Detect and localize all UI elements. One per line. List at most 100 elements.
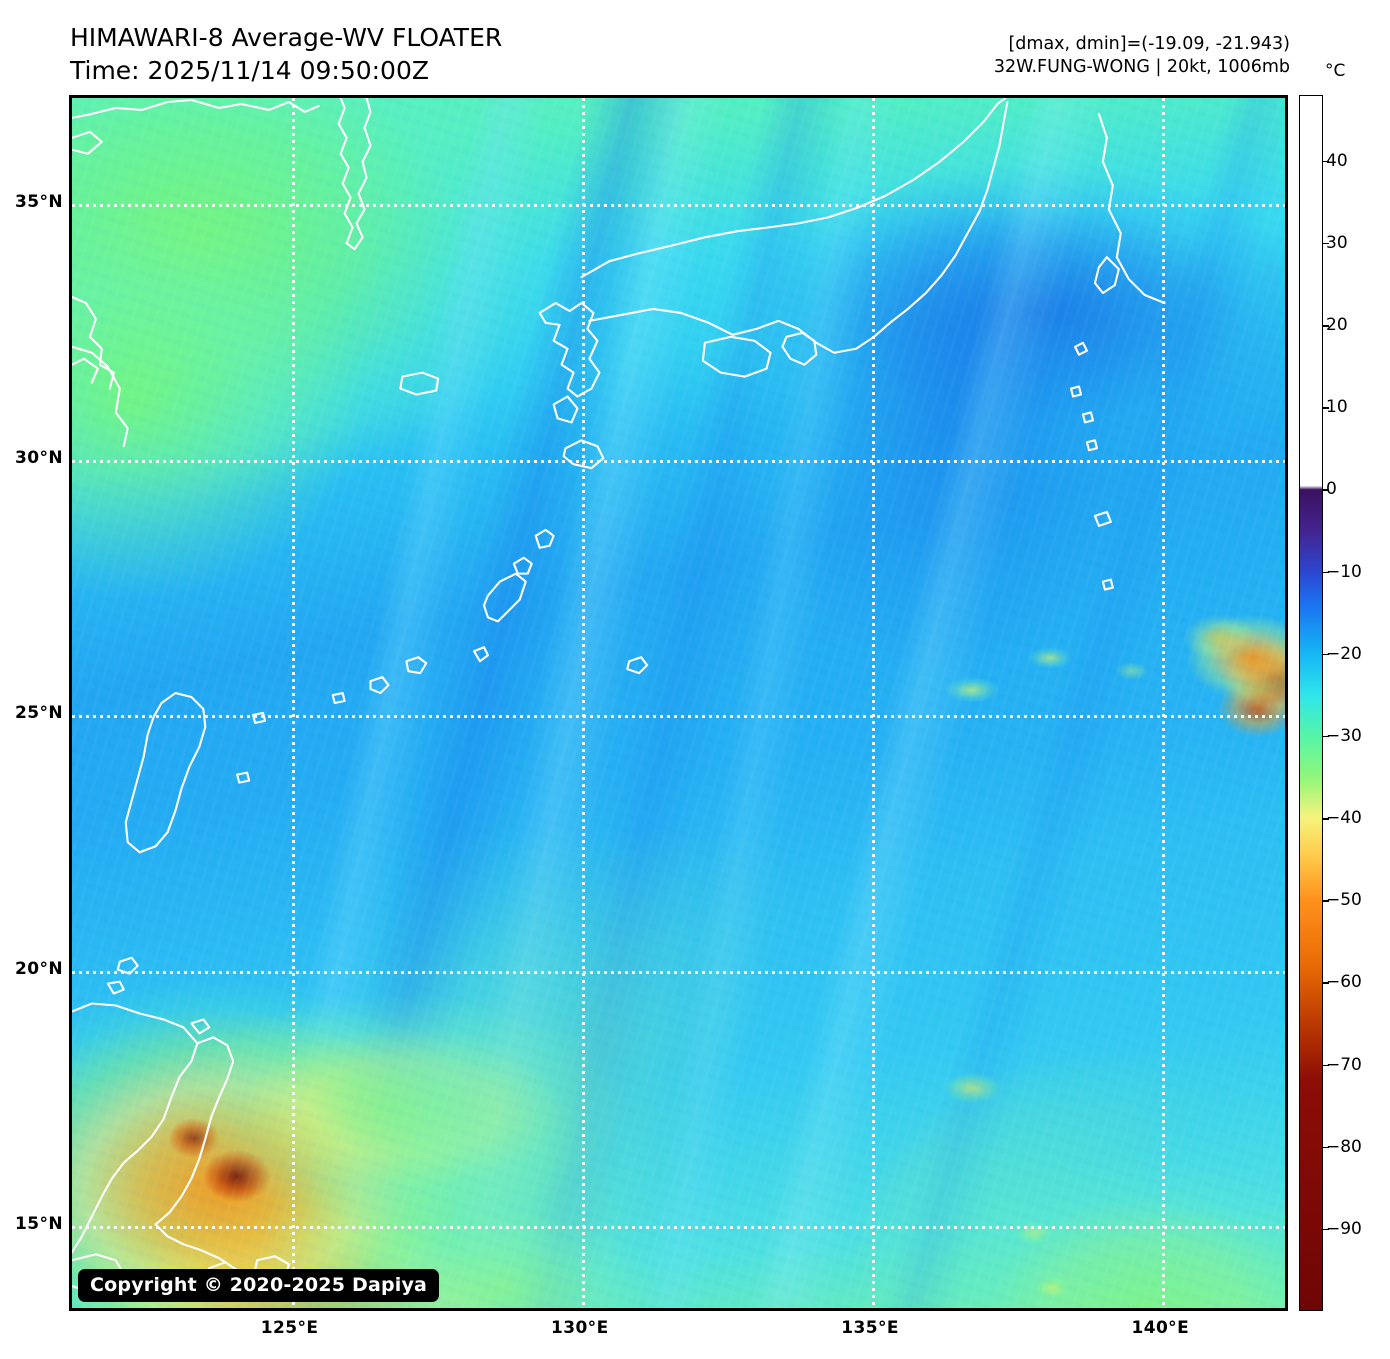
colorbar-gradient xyxy=(1300,96,1322,1310)
colorbar-tick-mark xyxy=(1323,735,1329,738)
coastline-honshu-south xyxy=(588,100,1009,354)
coastline-ryukyu-1 xyxy=(534,528,555,549)
gridline-lat-15 xyxy=(72,1226,1285,1230)
metadata-block: [dmax, dmin]=(-19.09, -21.943) 32W.FUNG-… xyxy=(994,33,1290,79)
colorbar-tick-mark xyxy=(1323,1064,1329,1067)
colorbar-tick-mark xyxy=(1323,242,1329,245)
timestamp-label: Time: 2025/11/14 09:50:00Z xyxy=(70,55,429,85)
colorbar-tick-mark xyxy=(1323,325,1329,327)
coastline-honshu-east xyxy=(1097,112,1166,305)
cbtick-m10: −10 xyxy=(1326,561,1362,582)
colorbar-tick-mark xyxy=(1323,900,1329,902)
dmax-dmin-label: [dmax, dmin]=(-19.09, -21.943) xyxy=(1008,34,1290,54)
xtick-130e: 130°E xyxy=(550,1318,609,1338)
satellite-image-plot[interactable]: Copyright © 2020-2025 Dapiya xyxy=(69,95,1288,1311)
ytick-35n: 35°N xyxy=(15,192,63,213)
cbtick-m30: −30 xyxy=(1326,725,1362,746)
coastline-izu-1 xyxy=(1073,341,1089,356)
cbtick-m20: −20 xyxy=(1326,643,1362,664)
coastline-izu-3 xyxy=(1081,411,1094,424)
xtick-125e: 125°E xyxy=(260,1318,319,1338)
cbtick-10: 10 xyxy=(1326,397,1348,418)
colorbar-unit-label: °C xyxy=(1325,61,1346,81)
wv-texture-overlay xyxy=(72,98,1285,1308)
gridline-lon-130 xyxy=(581,98,585,1308)
gridline-lat-30 xyxy=(72,459,1285,463)
coastline-china-northwest xyxy=(72,98,320,119)
coastline-china-mainland-s xyxy=(72,345,129,448)
coastline-amami xyxy=(562,439,605,470)
cbtick-m40: −40 xyxy=(1326,808,1362,828)
coastline-shikoku xyxy=(701,335,772,378)
ytick-30n: 30°N xyxy=(15,447,63,468)
colorbar-tick-mark xyxy=(1323,489,1329,491)
coastline-okinawa xyxy=(482,572,527,623)
coastline-batanes xyxy=(116,956,139,975)
coastline-kyushu-south xyxy=(552,395,579,424)
colorbar-tick-mark xyxy=(1323,1228,1329,1231)
xtick-135e: 135°E xyxy=(841,1318,899,1338)
storm-info-label: 32W.FUNG-WONG | 20kt, 1006mb xyxy=(993,57,1290,78)
gridline-lon-140 xyxy=(1162,98,1166,1308)
coastline-ryukyu-2 xyxy=(512,556,533,575)
gridline-lat-20 xyxy=(72,970,1285,974)
coastline-overlay xyxy=(72,98,1166,1294)
coastline-miyako xyxy=(405,656,428,675)
cbtick-30: 30 xyxy=(1326,232,1348,253)
coastline-izu-5 xyxy=(1093,510,1112,527)
coastline-luzon-west xyxy=(72,1002,199,1254)
colorbar-tick-mark xyxy=(1323,160,1329,163)
colorbar-tick-mark xyxy=(1323,818,1329,820)
coastline-yonaguni xyxy=(331,692,346,705)
coastline-ryukyu-3 xyxy=(472,646,489,663)
ytick-20n: 20°N xyxy=(15,958,63,979)
gridline-lon-125 xyxy=(291,98,295,1308)
colorbar[interactable] xyxy=(1299,95,1323,1311)
coastline-daito xyxy=(626,656,649,675)
coastline-honshu-west xyxy=(580,98,1007,279)
coastline-babuyan xyxy=(106,980,125,995)
cbtick-20: 20 xyxy=(1326,315,1348,336)
coastline-ishigaki xyxy=(369,676,390,695)
cbtick-m60: −60 xyxy=(1326,972,1362,993)
coastline-small-isle-1 xyxy=(252,711,267,724)
coastline-china-coast xyxy=(72,130,103,155)
cbtick-m90: −90 xyxy=(1326,1218,1362,1239)
cbtick-m80: −80 xyxy=(1326,1136,1362,1157)
page-title: HIMAWARI-8 Average-WV FLOATER xyxy=(70,23,503,52)
coastline-taiwan xyxy=(124,692,207,854)
plot-inner: Copyright © 2020-2025 Dapiya xyxy=(72,98,1285,1308)
coastline-tokyo-bay xyxy=(1093,256,1120,295)
coastline-jeju-island xyxy=(399,371,440,396)
cbtick-m50: −50 xyxy=(1326,890,1362,911)
xtick-140e: 140°E xyxy=(1131,1318,1190,1338)
coastline-izu-4 xyxy=(1085,439,1098,452)
wv-southeast-green-mass xyxy=(72,98,1285,1308)
ytick-15n: 15°N xyxy=(15,1214,63,1235)
ytick-25n: 25°N xyxy=(15,703,63,724)
coastline-small-phil xyxy=(190,1018,211,1035)
colorbar-tick-mark xyxy=(1323,1146,1329,1149)
cbtick-0: 0 xyxy=(1326,479,1337,500)
colorbar-tick-mark xyxy=(1323,653,1329,656)
coastline-kyushu xyxy=(538,301,601,398)
coastline-izu-2 xyxy=(1070,385,1083,398)
wv-south-central-band xyxy=(72,98,1285,1308)
coastline-korea xyxy=(337,98,372,251)
cbtick-40: 40 xyxy=(1326,150,1348,171)
coastline-china-se xyxy=(72,357,99,384)
coastline-izu-6 xyxy=(1101,578,1114,591)
coastline-small-isle-2 xyxy=(236,771,251,784)
gridline-lat-35 xyxy=(72,204,1285,208)
gridline-lon-135 xyxy=(872,98,876,1308)
copyright-watermark: Copyright © 2020-2025 Dapiya xyxy=(78,1269,440,1302)
coastline-china-south xyxy=(72,295,115,390)
colorbar-tick-mark xyxy=(1323,982,1329,984)
colorbar-tick-mark xyxy=(1323,407,1329,409)
cbtick-m70: −70 xyxy=(1326,1054,1362,1075)
coastline-honshu-kii xyxy=(781,331,818,366)
coastline-luzon-east xyxy=(154,1036,235,1226)
gridline-lat-25 xyxy=(72,715,1285,719)
colorbar-tick-mark xyxy=(1323,571,1329,574)
title-block: HIMAWARI-8 Average-WV FLOATER Time: 2025… xyxy=(70,22,502,87)
